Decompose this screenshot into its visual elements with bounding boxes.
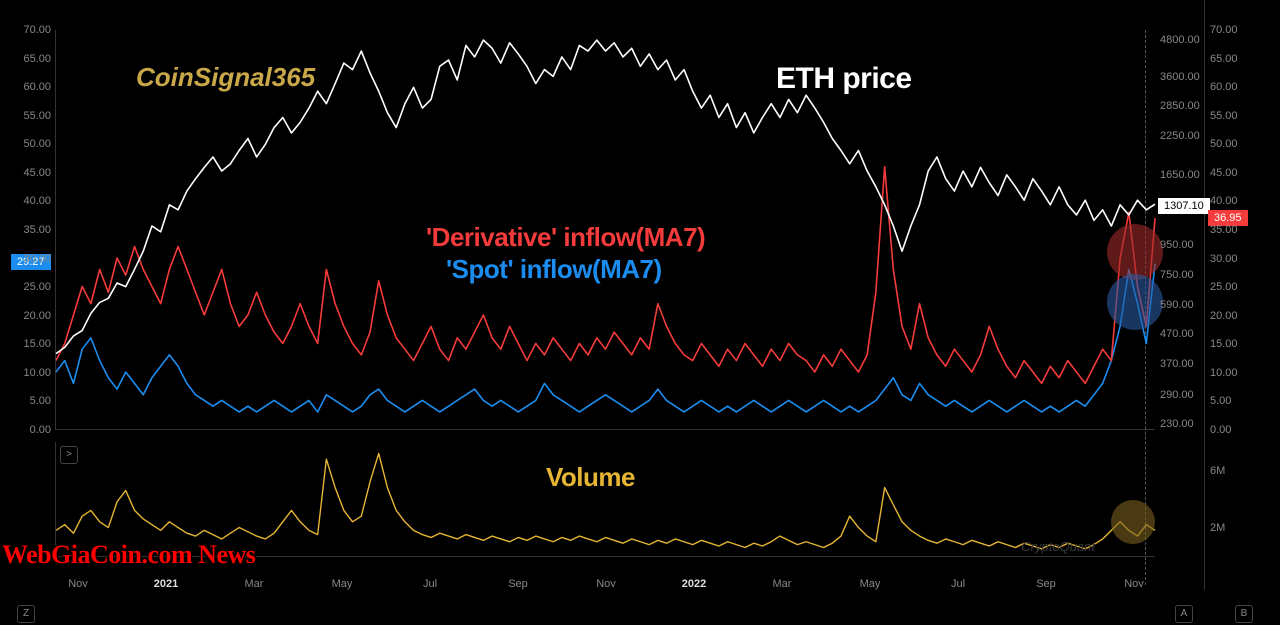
price-axis-tick: 750.00 [1160, 269, 1194, 281]
left-axis-tick: 65.00 [23, 53, 51, 65]
highlight-gold-circle [1111, 500, 1155, 544]
price-badge: 1307.10 [1158, 198, 1210, 214]
price-axis-tick: 1650.00 [1160, 169, 1200, 181]
x-axis-tick: May [332, 578, 353, 590]
left-axis-tick: 0.00 [30, 424, 51, 436]
left-axis-tick: 50.00 [23, 138, 51, 150]
left-axis-tick: 15.00 [23, 338, 51, 350]
right-inflow-axis-tick: 55.00 [1210, 110, 1238, 122]
axis-divider [1204, 0, 1205, 590]
x-axis-tick: Mar [773, 578, 792, 590]
left-axis-tick: 30.00 [23, 253, 51, 265]
left-axis-tick: 25.00 [23, 281, 51, 293]
price-axis-tick: 230.00 [1160, 418, 1194, 430]
price-axis-tick: 4800.00 [1160, 34, 1200, 46]
left-axis-tick: 45.00 [23, 167, 51, 179]
right-inflow-axis-tick: 0.00 [1210, 424, 1231, 436]
right-inflow-axis-tick: 65.00 [1210, 53, 1238, 65]
right-inflow-axis-tick: 70.00 [1210, 24, 1238, 36]
x-axis-tick: Jul [951, 578, 965, 590]
axis-b-button[interactable]: B [1235, 605, 1253, 623]
x-axis-tick: Mar [245, 578, 264, 590]
chart-container: CoinSignal365 ETH price 'Derivative' inf… [55, 30, 1155, 585]
left-axis-tick: 20.00 [23, 310, 51, 322]
price-axis-tick: 2250.00 [1160, 130, 1200, 142]
x-axis-tick: Nov [1124, 578, 1144, 590]
webgiacoin-logo: WebGiaCoin.com News [2, 540, 255, 570]
price-axis-tick: 470.00 [1160, 328, 1194, 340]
zoom-button[interactable]: Z [17, 605, 35, 623]
derivative-label: 'Derivative' inflow(MA7) [426, 222, 705, 253]
highlight-blue-circle [1107, 274, 1163, 330]
x-axis-tick: Sep [1036, 578, 1056, 590]
left-axis-tick: 40.00 [23, 195, 51, 207]
x-axis-tick: 2022 [682, 578, 706, 590]
right-inflow-axis-tick: 20.00 [1210, 310, 1238, 322]
right-inflow-axis-tick: 60.00 [1210, 81, 1238, 93]
right-inflow-axis-tick: 35.00 [1210, 224, 1238, 236]
left-axis-tick: 35.00 [23, 224, 51, 236]
right-inflow-axis-tick: 5.00 [1210, 395, 1231, 407]
right-inflow-axis-tick: 30.00 [1210, 253, 1238, 265]
right-inflow-axis-tick: 25.00 [1210, 281, 1238, 293]
price-axis-tick: 370.00 [1160, 358, 1194, 370]
cryptoquant-watermark: CryptoQuant [1021, 539, 1095, 554]
spot-label: 'Spot' inflow(MA7) [446, 254, 662, 285]
x-axis-tick: Sep [508, 578, 528, 590]
volume-plot-svg [56, 442, 1155, 556]
volume-axis-tick: 2M [1210, 522, 1225, 534]
x-axis-tick: Nov [596, 578, 616, 590]
x-axis-tick: 2021 [154, 578, 178, 590]
price-axis-tick: 290.00 [1160, 389, 1194, 401]
right-inflow-axis-tick: 15.00 [1210, 338, 1238, 350]
right-inflow-axis-tick: 45.00 [1210, 167, 1238, 179]
volume-axis-tick: 6M [1210, 465, 1225, 477]
right-inflow-axis-tick: 40.00 [1210, 195, 1238, 207]
left-axis-tick: 5.00 [30, 395, 51, 407]
x-axis-tick: Jul [423, 578, 437, 590]
price-axis-tick: 590.00 [1160, 299, 1194, 311]
right-inflow-axis-tick: 50.00 [1210, 138, 1238, 150]
left-axis-tick: 60.00 [23, 81, 51, 93]
right-inflow-axis-tick: 10.00 [1210, 367, 1238, 379]
price-axis-tick: 3600.00 [1160, 71, 1200, 83]
price-axis-tick: 950.00 [1160, 239, 1194, 251]
main-chart[interactable]: CoinSignal365 ETH price 'Derivative' inf… [55, 30, 1155, 430]
left-axis-tick: 10.00 [23, 367, 51, 379]
x-axis-tick: Nov [68, 578, 88, 590]
left-axis-tick: 70.00 [23, 24, 51, 36]
eth-price-label: ETH price [776, 62, 912, 96]
volume-label: Volume [546, 462, 635, 493]
left-axis-tick: 55.00 [23, 110, 51, 122]
coinsignal-watermark: CoinSignal365 [136, 62, 315, 93]
highlight-red-circle [1107, 224, 1163, 280]
axis-a-button[interactable]: A [1175, 605, 1193, 623]
x-axis-tick: May [860, 578, 881, 590]
price-axis-tick: 2850.00 [1160, 100, 1200, 112]
